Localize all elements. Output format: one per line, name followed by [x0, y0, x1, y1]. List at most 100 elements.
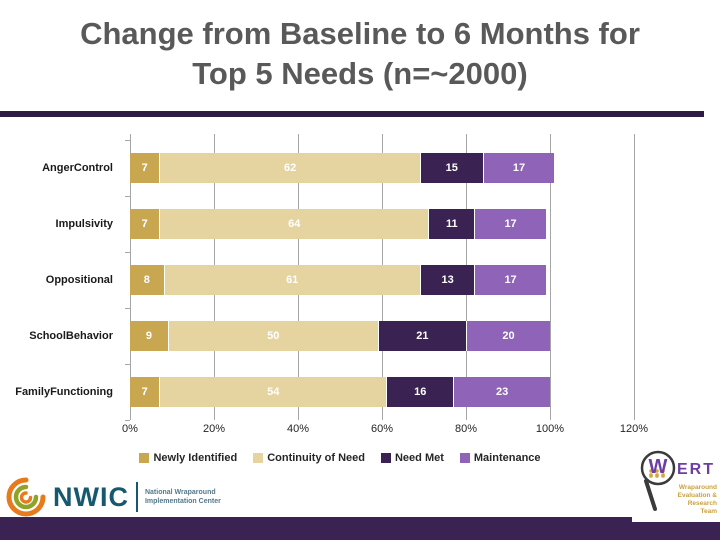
legend-swatch	[139, 453, 150, 463]
bar-segment: 7	[130, 377, 160, 407]
bar-segment-label: 54	[267, 386, 280, 398]
category-label: Impulsivity	[55, 218, 113, 230]
gridline	[634, 134, 635, 420]
bar-segment-label: 61	[286, 274, 299, 286]
nwic-name-line1: National Wraparound	[144, 489, 216, 496]
bar-segment: 13	[419, 265, 475, 295]
bar-segment: 20	[465, 321, 550, 351]
bar-segment: 9	[130, 321, 168, 351]
gridline	[550, 134, 551, 420]
bar-segment: 17	[474, 209, 546, 239]
axis-tick-label: 0%	[122, 423, 138, 435]
bar-segment-label: 11	[445, 218, 458, 230]
legend-label: Need Met	[394, 452, 444, 464]
bar-segment: 7	[130, 153, 160, 183]
bar-segment-label: 7	[141, 162, 148, 174]
wert-tagline: Wraparound Evaluation & Research Team	[678, 484, 717, 516]
legend-label: Maintenance	[473, 452, 541, 464]
y-axis-tick	[125, 364, 130, 365]
bar-segment-label: 17	[504, 218, 517, 230]
category-label: Oppositional	[45, 274, 113, 286]
nwic-wordmark: NWIC	[53, 481, 129, 512]
wert-ert-letters: ERT	[677, 461, 715, 478]
legend-label: Newly Identified	[153, 452, 238, 464]
bar-segment: 7	[130, 209, 160, 239]
legend-label: Continuity of Need	[267, 452, 365, 464]
wert-tagline-line4: Team	[700, 508, 718, 515]
axis-tick-label: 60%	[370, 423, 394, 435]
bar-segment: 11	[428, 209, 475, 239]
y-axis-tick	[125, 140, 130, 141]
wert-tagline-line3: Research	[687, 500, 717, 507]
x-axis-tick-labels: 0% 20% 40% 60% 80% 100% 120%	[122, 423, 648, 437]
wert-tagline-line2: Evaluation &	[677, 492, 717, 499]
legend-item: Need Met	[380, 452, 444, 464]
bar-segment-label: 21	[416, 330, 429, 342]
nwic-logo: NWIC National Wraparound Implementation …	[6, 477, 221, 517]
nwic-name-line2: Implementation Center	[144, 498, 221, 505]
bar-segment: 21	[377, 321, 466, 351]
bar-segment: 16	[386, 377, 454, 407]
wert-w-letter: W	[649, 456, 668, 478]
y-axis-tick	[125, 420, 130, 421]
footer-accent-bar	[0, 517, 720, 540]
people-icons	[649, 469, 665, 478]
bar-segment: 17	[482, 153, 555, 183]
y-axis-category-labels: AngerControl Impulsivity Oppositional Schoo…	[0, 134, 121, 420]
bar-row: 8 61 13 17	[130, 265, 546, 295]
bar-segment: 61	[163, 265, 420, 295]
category-label: SchoolBehavior	[29, 330, 113, 342]
nwic-divider	[135, 482, 138, 512]
bar-segment-label: 15	[445, 162, 458, 174]
bar-row: 7 54 16 23	[130, 377, 550, 407]
bar-segment-label: 17	[512, 162, 526, 174]
bar-segment: 23	[453, 377, 550, 407]
y-axis-tick	[125, 252, 130, 253]
bar-segment: 62	[159, 153, 420, 183]
wert-logo: W ERT Wraparound Evaluation & Research T…	[632, 440, 720, 522]
category-label: FamilyFunctioning	[15, 386, 113, 398]
bar-row: 7 62 15 17	[130, 153, 555, 183]
bar-segment: 15	[419, 153, 483, 183]
bar-row: 7 64 11 17	[130, 209, 546, 239]
bar-segment-label: 16	[414, 386, 427, 398]
y-axis-tick	[125, 196, 130, 197]
nwic-full-name: National Wraparound Implementation Cente…	[145, 488, 221, 506]
bar-segment-label: 50	[267, 330, 280, 342]
legend-item: Maintenance	[459, 452, 541, 464]
bar-segment: 64	[159, 209, 429, 239]
plot-area: 7 62 15 17 7 64 11 17 8 61 13 17 9 50 21 20 7 54 16 23	[125, 134, 635, 421]
axis-tick-label: 80%	[454, 423, 478, 435]
wert-magnifier-icon: W ERT	[640, 450, 715, 511]
wert-tagline-line1: Wraparound	[678, 484, 717, 491]
bar-segment: 54	[159, 377, 387, 407]
bar-row: 9 50 21 20	[130, 321, 550, 351]
title-underline	[0, 111, 704, 117]
bar-segment-label: 7	[141, 386, 148, 398]
axis-tick-label: 40%	[286, 423, 310, 435]
legend-swatch	[380, 453, 391, 463]
bar-segment-label: 62	[283, 162, 297, 174]
chart-title-line1: Change from Baseline to 6 Months for	[80, 16, 640, 51]
bar-segment-label: 20	[502, 330, 515, 342]
legend-swatch	[459, 453, 470, 463]
bar-segment: 17	[474, 265, 546, 295]
axis-tick-label: 20%	[202, 423, 226, 435]
legend-swatch	[253, 453, 264, 463]
chart-legend: Newly Identified Continuity of Need Need M…	[0, 452, 680, 464]
chart-title: Change from Baseline to 6 Months for Top…	[0, 14, 720, 94]
bar-segment: 8	[130, 265, 164, 295]
category-label: AngerControl	[42, 162, 113, 174]
chart-title-line2: Top 5 Needs (n=~2000)	[192, 56, 528, 91]
bar-segment: 50	[167, 321, 378, 351]
bar-segment-label: 17	[504, 274, 517, 286]
axis-tick-label: 120%	[619, 423, 649, 435]
bar-segment-label: 9	[145, 330, 152, 342]
bar-segment-label: 8	[143, 274, 150, 286]
legend-item: Newly Identified	[139, 452, 237, 464]
y-axis-tick	[125, 308, 130, 309]
bar-segment-label: 64	[288, 218, 301, 230]
bar-segment-label: 23	[496, 386, 509, 398]
axis-tick-label: 100%	[535, 423, 565, 435]
